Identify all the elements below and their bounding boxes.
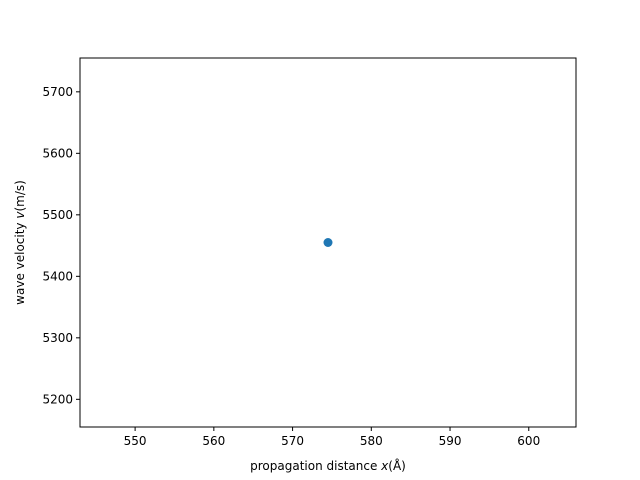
data-points <box>323 238 333 247</box>
x-axis-ticks: 550 560 570 580 590 600 <box>124 427 540 448</box>
y-axis-ticks: 5200 5300 5400 5500 5600 5700 <box>42 85 80 406</box>
x-tick-label: 560 <box>202 434 225 448</box>
data-point <box>323 238 333 247</box>
y-axis-label-var: v <box>13 211 27 219</box>
y-tick-label: 5700 <box>42 85 73 99</box>
x-axis-label-unit: (Å) <box>388 458 406 473</box>
x-axis-label-text: propagation distance <box>250 459 381 473</box>
x-tick-label: 550 <box>124 434 147 448</box>
x-tick-label: 590 <box>439 434 462 448</box>
y-axis-label-text: wave velocity <box>13 219 27 305</box>
y-tick-label: 5500 <box>42 208 73 222</box>
x-axis-label: propagation distance x(Å) <box>250 458 406 473</box>
y-axis-label: wave velocity v(m/s) <box>13 180 27 305</box>
x-tick-label: 600 <box>517 434 540 448</box>
x-tick-label: 570 <box>281 434 304 448</box>
y-tick-label: 5300 <box>42 331 73 345</box>
y-tick-label: 5400 <box>42 269 73 283</box>
y-axis-label-unit: (m/s) <box>13 180 27 211</box>
y-tick-label: 5600 <box>42 146 73 160</box>
y-tick-label: 5200 <box>42 392 73 406</box>
plot-frame <box>79 57 577 428</box>
x-tick-label: 580 <box>360 434 383 448</box>
x-axis-label-var: x <box>380 459 389 473</box>
